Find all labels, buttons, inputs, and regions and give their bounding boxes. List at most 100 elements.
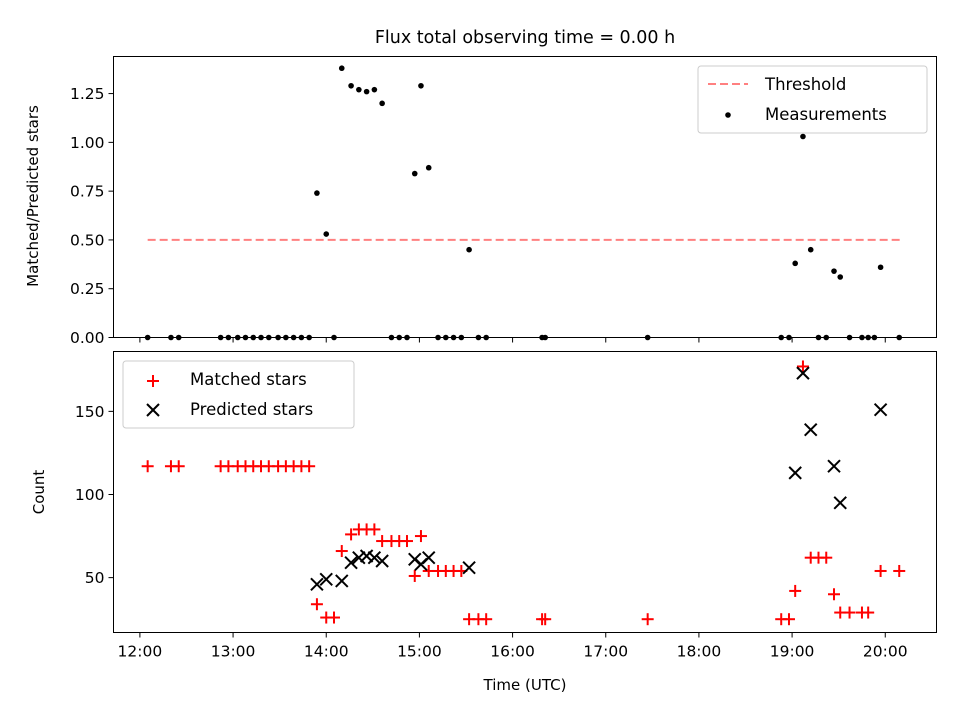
matched-stars-point [843, 606, 856, 619]
ratio-x-ticks [139, 337, 886, 343]
measurements-point [800, 133, 806, 140]
matched-stars-legend-label: Matched stars [190, 370, 307, 389]
y-tick-label: 100 [75, 486, 105, 504]
y-tick-label: 0.75 [70, 183, 105, 201]
count-legend-box [122, 360, 355, 429]
predicted-stars-point [804, 422, 818, 437]
y-tick-label: 1.00 [70, 134, 105, 152]
matched-stars-point [828, 588, 841, 601]
x-tick-label: 13:00 [211, 643, 256, 661]
count-y-ticks: 50 100 150 [75, 403, 114, 587]
x-tick-label: 20:00 [863, 643, 908, 661]
x-tick-label: 12:00 [118, 643, 163, 661]
predicted-stars-point [462, 560, 476, 575]
predicted-stars-point [367, 550, 382, 565]
y-tick-label: 150 [75, 403, 105, 421]
matched-stars-point [874, 564, 887, 577]
predicted-stars-point [788, 466, 802, 480]
x-tick-label: 17:00 [583, 643, 628, 661]
predicted-stars-point [352, 550, 366, 565]
measurements-point [411, 170, 418, 177]
matched-stars-point [539, 613, 552, 626]
matched-stars-point [408, 569, 421, 582]
predicted-stars-point [827, 459, 841, 473]
y-tick-label: 50 [85, 569, 105, 587]
ratio-legend-box [697, 65, 928, 134]
matched-stars-point [893, 564, 906, 577]
matched-stars-point [141, 460, 154, 473]
ratio-panel: Flux total observing time = 0.00 h Match… [24, 28, 937, 347]
predicted-stars-point [833, 496, 847, 510]
count-plot-marks [141, 360, 906, 626]
matched-stars-point [782, 613, 795, 626]
predicted-stars-point [422, 550, 436, 565]
measurements-point [807, 246, 814, 253]
matched-stars-point [400, 535, 413, 548]
measurements-point [348, 82, 354, 89]
measurements-point [314, 190, 320, 196]
ratio-chart-title: Flux total observing time = 0.00 h [375, 28, 675, 48]
ratio-legend: Threshold Measurements [697, 65, 928, 134]
matched-stars-point [480, 613, 493, 626]
x-tick-label: 16:00 [490, 643, 535, 661]
measurements-point [877, 264, 884, 271]
measurements-point [363, 88, 370, 95]
count-x-axis-label: Time (UTC) [483, 676, 567, 694]
y-tick-label: 0.25 [70, 280, 105, 298]
measurements-point [356, 86, 362, 93]
measurements-point [837, 274, 844, 280]
predicted-stars-point [375, 554, 389, 568]
measurements-point [379, 100, 385, 107]
ratio-y-axis-label: Matched/Predicted stars [24, 105, 42, 287]
matched-stars-point [310, 598, 323, 611]
measurements-point [466, 246, 472, 253]
predicted-stars-point [310, 577, 324, 591]
measurements-point [418, 82, 424, 89]
y-tick-label: 0.50 [70, 231, 105, 249]
y-tick-label: 0.00 [70, 329, 105, 347]
matched-stars-point [820, 551, 833, 564]
measurements-point [371, 86, 378, 93]
x-tick-label: 18:00 [677, 643, 722, 661]
matched-stars-point [789, 584, 802, 597]
measurements-point [323, 231, 330, 237]
predicted-stars-point [335, 574, 349, 588]
count-x-ticks: 12:00 13:00 14:00 15:00 16:00 17:00 18:00 19:00… [118, 632, 908, 661]
measurements-point [338, 65, 345, 72]
matched-stars-point [641, 613, 654, 626]
matched-stars-point [172, 460, 185, 473]
predicted-stars-legend-swatch [146, 403, 160, 417]
measurements-legend-swatch [725, 112, 731, 118]
predicted-stars-point [873, 402, 888, 417]
x-tick-label: 14:00 [304, 643, 349, 661]
predicted-stars-point [319, 572, 333, 587]
matched-stars-point [303, 460, 316, 473]
predicted-stars-legend-label: Predicted stars [190, 400, 313, 419]
count-legend: Matched stars Predicted stars [122, 360, 355, 429]
measurements-point [792, 260, 798, 267]
ratio-y-ticks: 0.00 0.25 0.50 0.75 1.00 1.25 [70, 85, 114, 347]
threshold-legend-label: Threshold [764, 75, 846, 94]
matched-stars-point [796, 360, 809, 373]
matched-stars-point [345, 528, 358, 541]
y-tick-label: 1.25 [70, 85, 105, 103]
matched-stars-point [328, 611, 341, 624]
x-tick-label: 19:00 [770, 643, 815, 661]
predicted-stars-point [359, 549, 374, 563]
matched-stars-point [335, 545, 348, 558]
matched-stars-legend-swatch [147, 375, 159, 387]
matched-stars-point [414, 530, 427, 543]
count-plot-frame [113, 351, 937, 633]
count-panel: Count Time (UTC) 50 100 150 12:00 13:00 14:0… [30, 351, 937, 694]
predicted-stars-point [796, 366, 810, 380]
count-y-axis-label: Count [30, 470, 48, 515]
matched-stars-point [862, 606, 875, 619]
ratio-plot-frame [113, 56, 937, 338]
predicted-stars-point [344, 555, 358, 570]
measurements-point [425, 164, 432, 171]
measurements-point [831, 268, 837, 274]
matched-stars-point [368, 523, 381, 536]
measurements-legend-label: Measurements [765, 105, 887, 124]
x-tick-label: 15:00 [397, 643, 442, 661]
